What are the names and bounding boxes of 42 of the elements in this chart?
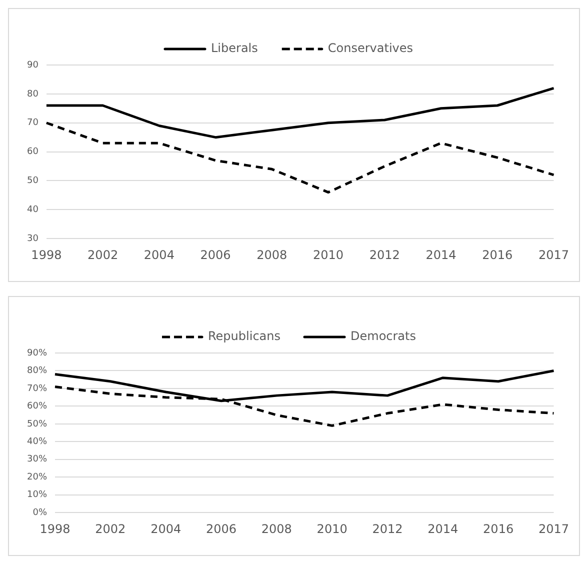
x-tick-label: 2010 xyxy=(313,248,344,262)
x-tick-label: 2014 xyxy=(428,522,458,536)
x-tick-label: 2006 xyxy=(206,522,237,536)
y-tick-label: 70 xyxy=(27,118,39,128)
x-tick-label: 2008 xyxy=(256,248,288,262)
y-tick-label: 40 xyxy=(27,205,39,216)
x-tick-label: 1998 xyxy=(40,522,70,536)
x-tick-label: 2008 xyxy=(261,522,292,536)
y-tick-label: 80 xyxy=(27,89,39,100)
y-tick-label: 50 xyxy=(27,176,39,186)
x-tick-label: 2014 xyxy=(426,248,456,262)
y-tick-label: 60% xyxy=(26,402,48,412)
y-tick-label: 20% xyxy=(26,472,48,482)
y-tick-label: 90 xyxy=(27,60,39,70)
x-tick-label: 1998 xyxy=(31,248,62,262)
y-tick-label: 30 xyxy=(27,234,39,244)
x-tick-label: 2004 xyxy=(144,248,174,262)
x-tick-label: 2016 xyxy=(482,248,513,262)
x-tick-label: 2012 xyxy=(369,248,400,262)
legend-label: Republicans xyxy=(208,329,281,344)
x-tick-label: 2016 xyxy=(483,522,514,536)
y-tick-label: 40% xyxy=(26,437,48,448)
x-tick-label: 2006 xyxy=(200,248,231,262)
y-tick-label: 90% xyxy=(26,348,48,358)
y-tick-label: 80% xyxy=(26,366,48,376)
legend-label: Democrats xyxy=(350,329,416,344)
x-tick-label: 2012 xyxy=(372,522,403,536)
y-tick-label: 30% xyxy=(26,454,48,465)
legend-label: Liberals xyxy=(210,41,258,56)
x-tick-label: 2010 xyxy=(316,522,348,536)
line-series xyxy=(45,122,555,194)
x-tick-label: 2002 xyxy=(88,248,118,262)
y-tick-label: 50% xyxy=(26,419,48,430)
legend-label: Conservatives xyxy=(328,41,414,56)
y-tick-label: 70% xyxy=(26,384,48,394)
x-tick-label: 2017 xyxy=(538,522,570,536)
y-tick-label: 10% xyxy=(26,490,48,500)
x-tick-label: 2017 xyxy=(538,248,570,262)
y-tick-label: 0% xyxy=(32,508,48,518)
x-tick-label: 2004 xyxy=(150,522,182,536)
y-tick-label: 60 xyxy=(27,147,39,158)
x-tick-label: 2002 xyxy=(95,522,126,536)
